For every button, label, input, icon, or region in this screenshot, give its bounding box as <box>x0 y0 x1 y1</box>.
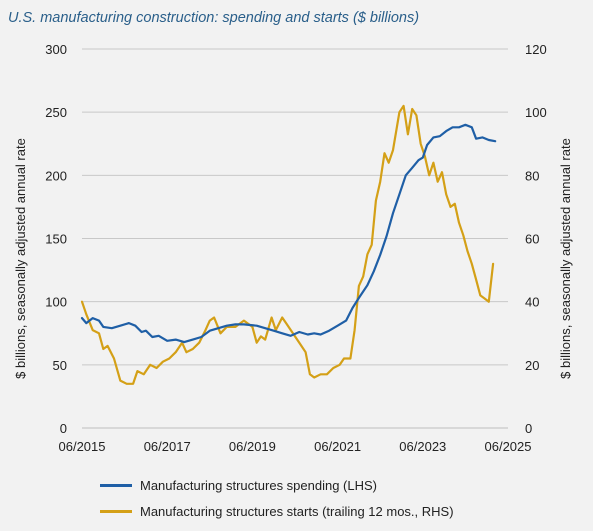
legend-item-spending: Manufacturing structures spending (LHS) <box>100 472 454 498</box>
series-line-spending <box>80 123 497 344</box>
chart-title: U.S. manufacturing construction: spendin… <box>8 10 420 26</box>
legend-label-starts: Manufacturing structures starts (trailin… <box>140 503 454 519</box>
y-left-tick-label: 100 <box>45 295 67 310</box>
x-tick-label: 06/2015 <box>59 439 106 454</box>
y-axis-right-title: $ billions, seasonally adjusted annual r… <box>558 138 573 379</box>
x-tick-label: 06/2021 <box>314 439 361 454</box>
legend-label-spending: Manufacturing structures spending (LHS) <box>140 477 378 493</box>
series-line-starts <box>80 104 495 385</box>
legend-swatch-spending <box>100 483 132 487</box>
y-right-tick-label: 0 <box>525 421 532 436</box>
series-layer <box>80 104 497 385</box>
y-right-tick-label: 120 <box>525 42 547 57</box>
y-right-tick-label: 20 <box>525 358 539 373</box>
y-axis-left-ticks: 0 50 100 150 200 250 300 <box>45 42 67 436</box>
y-left-tick-label: 200 <box>45 168 67 183</box>
y-left-tick-label: 150 <box>45 232 67 247</box>
x-tick-label: 06/2017 <box>144 439 191 454</box>
legend-swatch-starts <box>100 509 132 513</box>
y-right-tick-label: 80 <box>525 168 539 183</box>
y-left-tick-label: 50 <box>53 358 67 373</box>
x-tick-label: 06/2025 <box>485 439 532 454</box>
y-axis-right-ticks: 0 20 40 60 80 100 120 <box>525 42 547 436</box>
y-left-tick-label: 0 <box>60 421 67 436</box>
y-right-tick-label: 100 <box>525 105 547 120</box>
x-tick-label: 06/2023 <box>399 439 446 454</box>
y-right-tick-label: 40 <box>525 295 539 310</box>
y-left-tick-label: 300 <box>45 42 67 57</box>
x-tick-label: 06/2019 <box>229 439 276 454</box>
x-axis-ticks: 06/2015 06/2017 06/2019 06/2021 06/2023 06/20… <box>59 439 532 454</box>
legend-item-starts: Manufacturing structures starts (trailin… <box>100 498 454 524</box>
gridlines <box>82 48 508 366</box>
legend: Manufacturing structures spending (LHS) … <box>100 472 454 524</box>
y-right-tick-label: 60 <box>525 232 539 247</box>
y-axis-left-title: $ billions, seasonally adjusted annual r… <box>13 138 28 379</box>
y-left-tick-label: 250 <box>45 105 67 120</box>
